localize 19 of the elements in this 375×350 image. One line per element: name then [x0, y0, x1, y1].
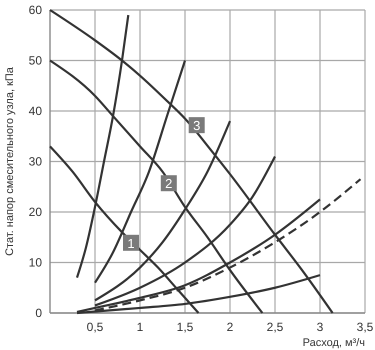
y-tick-label: 30	[28, 154, 42, 168]
y-tick-label: 60	[28, 3, 42, 17]
y-tick-label: 10	[28, 256, 42, 270]
x-tick-label: 0,5	[86, 320, 104, 334]
x-tick-label: 3	[316, 320, 324, 334]
y-axis-title: Стат. напор смесительного узла, кПа	[4, 66, 16, 256]
annotation: 2	[165, 176, 172, 192]
x-tick-label: 2	[226, 320, 234, 334]
y-tick-label: 20	[28, 205, 42, 219]
x-tick-label: 2,5	[266, 320, 284, 334]
x-tick-label: 1	[136, 320, 144, 334]
y-tick-label: 40	[28, 104, 42, 118]
annotation: 1	[127, 236, 135, 251]
annotation: 3	[193, 118, 200, 134]
x-axis-title: Расход, м³/ч	[302, 337, 365, 349]
x-tick-label: 1,5	[176, 320, 194, 334]
y-tick-label: 0	[35, 306, 42, 320]
x-tick-label: 3,5	[356, 320, 374, 334]
y-tick-label: 50	[28, 54, 42, 68]
